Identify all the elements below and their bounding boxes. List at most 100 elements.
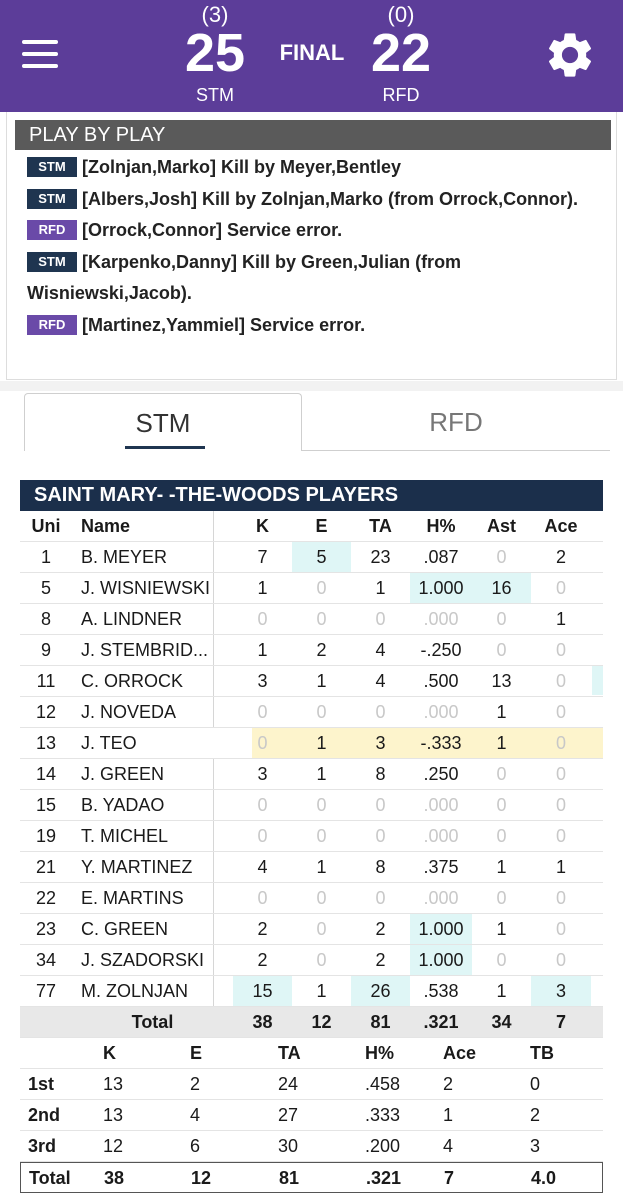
play-by-play-title: PLAY BY PLAY xyxy=(15,120,611,150)
player-row[interactable]: 19 T. MICHEL 0 0 0 .000 0 0 xyxy=(20,821,603,852)
stat-cell: 1 xyxy=(555,609,566,629)
player-row[interactable]: 15 B. YADAO 0 0 0 .000 0 0 xyxy=(20,790,603,821)
column-header: Uni xyxy=(31,516,61,536)
player-number: 1 xyxy=(40,547,51,567)
away-team-abbr: RFD xyxy=(382,85,420,105)
team-tag: RFD xyxy=(27,220,77,240)
player-number: 19 xyxy=(35,826,57,846)
stat-cell: 0 xyxy=(316,702,327,722)
set-stat-cell: .333 xyxy=(365,1105,401,1125)
player-number: 21 xyxy=(35,857,57,877)
stat-cell: 0 xyxy=(496,888,507,908)
player-name: J. TEO xyxy=(72,728,252,758)
player-name: J. NOVEDA xyxy=(81,702,177,722)
players-total-row: Total 38 12 81 .321 34 7 xyxy=(20,1007,603,1038)
home-score: 25 xyxy=(184,23,246,83)
player-row[interactable]: 9 J. STEMBRID... 1 2 4 -.250 0 0 xyxy=(20,635,603,666)
player-name: M. ZOLNJAN xyxy=(81,981,189,1001)
player-row[interactable]: 13 J. TEO 0 1 3 -.333 1 0 xyxy=(20,728,603,759)
stat-cell: 1 xyxy=(496,919,507,939)
stat-cell: 15 xyxy=(233,976,292,1006)
stat-cell: 0 xyxy=(496,950,507,970)
play-by-play-list: STM [Zolnjan,Marko] Kill by Meyer,Bentley… xyxy=(27,152,612,341)
hamburger-menu-icon[interactable] xyxy=(22,38,58,70)
play-by-play-entry: STM [Zolnjan,Marko] Kill by Meyer,Bentley xyxy=(27,152,612,184)
stat-cell: 0 xyxy=(555,640,566,660)
stat-cell: 0 xyxy=(555,764,566,784)
stat-cell: 0 xyxy=(316,795,327,815)
player-row[interactable]: 34 J. SZADORSKI 2 0 2 1.000 0 0 xyxy=(20,945,603,976)
player-row[interactable]: 12 J. NOVEDA 0 0 0 .000 1 0 xyxy=(20,697,603,728)
player-number: 9 xyxy=(40,640,51,660)
player-name: E. MARTINS xyxy=(81,888,184,908)
stat-cell: 1 xyxy=(496,981,507,1001)
stat-cell: .000 xyxy=(423,702,459,722)
stat-cell: 0 xyxy=(555,950,566,970)
player-row[interactable]: 23 C. GREEN 2 0 2 1.000 1 0 xyxy=(20,914,603,945)
stat-cell: 1 xyxy=(316,733,327,753)
player-name: C. ORROCK xyxy=(81,671,184,691)
tab-stm-label: STM xyxy=(135,408,191,438)
stat-cell: 0 xyxy=(555,795,566,815)
play-text: [Orrock,Connor] Service error. xyxy=(82,220,343,240)
stat-cell: 0 xyxy=(316,919,327,939)
player-row[interactable]: 77 M. ZOLNJAN 15 1 26 .538 1 3 xyxy=(20,976,603,1007)
stat-cell: 0 xyxy=(555,919,566,939)
stat-cell: 0 xyxy=(375,795,386,815)
player-number: 12 xyxy=(35,702,57,722)
column-header: TA xyxy=(369,516,392,536)
player-name: B. YADAO xyxy=(81,795,165,815)
active-tab-indicator xyxy=(125,446,205,449)
stat-cell: 1 xyxy=(316,981,327,1001)
away-sets-won: (0) xyxy=(387,2,415,27)
stat-cell: 1 xyxy=(496,733,507,753)
stat-cell: 0 xyxy=(257,888,268,908)
set-column-header: H% xyxy=(365,1043,395,1063)
game-status: FINAL xyxy=(279,40,345,65)
stat-cell: 0 xyxy=(496,795,507,815)
team-tag: STM xyxy=(27,188,77,209)
player-row[interactable]: 5 J. WISNIEWSKI 1 0 1 1.000 16 0 xyxy=(20,573,603,604)
player-row[interactable]: 11 C. ORROCK 3 1 4 .500 13 0 xyxy=(20,666,603,697)
home-team-abbr: STM xyxy=(196,85,234,105)
column-header: K xyxy=(256,516,269,536)
tab-stm[interactable]: STM xyxy=(24,393,302,451)
stat-cell: 3 xyxy=(375,733,386,753)
away-team-score: (0) 22 RFD xyxy=(346,0,456,106)
player-name: J. GREEN xyxy=(81,764,165,784)
player-row[interactable]: 21 Y. MARTINEZ 4 1 8 .375 1 1 xyxy=(20,852,603,883)
set-stat-cell: 0 xyxy=(530,1074,541,1094)
stat-cell: .000 xyxy=(423,826,459,846)
total-label: Total xyxy=(131,1012,174,1032)
set-row: 2nd 13 4 27 .333 1 2 xyxy=(20,1100,603,1131)
column-divider xyxy=(213,511,214,1007)
gear-icon[interactable] xyxy=(543,28,597,82)
player-row[interactable]: 1 B. MEYER 7 5 23 .087 0 2 xyxy=(20,542,603,573)
set-stat-cell: 2 xyxy=(443,1074,454,1094)
set-stat-cell: 1 xyxy=(443,1105,454,1125)
play-text: [Karpenko,Danny] Kill by Green,Julian (f… xyxy=(27,251,462,304)
column-header: H% xyxy=(426,516,456,536)
stat-cell: 1 xyxy=(555,857,566,877)
tab-rfd[interactable]: RFD xyxy=(302,393,610,451)
player-row[interactable]: 8 A. LINDNER 0 0 0 .000 0 1 xyxy=(20,604,603,635)
player-row[interactable]: 22 E. MARTINS 0 0 0 .000 0 0 xyxy=(20,883,603,914)
stat-cell: .375 xyxy=(423,857,459,877)
play-by-play-entry: STM [Karpenko,Danny] Kill by Green,Julian… xyxy=(27,247,612,310)
set-column-header: TA xyxy=(278,1043,301,1063)
stat-cell: 2 xyxy=(257,950,268,970)
stat-cell: 8 xyxy=(375,764,386,784)
play-by-play-entry: STM [Albers,Josh] Kill by Zolnjan,Marko (… xyxy=(27,184,612,216)
stat-cell: 5 xyxy=(292,542,351,572)
set-stat-cell: 13 xyxy=(103,1074,124,1094)
team-tag: STM xyxy=(27,251,77,272)
stat-cell: 0 xyxy=(496,826,507,846)
player-row[interactable]: 14 J. GREEN 3 1 8 .250 0 0 xyxy=(20,759,603,790)
stat-cell: 2 xyxy=(555,547,566,567)
total-stat-cell: 12 xyxy=(311,1012,332,1032)
total-stat-cell: 81 xyxy=(370,1012,391,1032)
stat-cell: 2 xyxy=(375,950,386,970)
stat-cell: -.333 xyxy=(420,733,462,753)
stat-cell: 4 xyxy=(375,640,386,660)
team-tag: RFD xyxy=(27,314,77,335)
